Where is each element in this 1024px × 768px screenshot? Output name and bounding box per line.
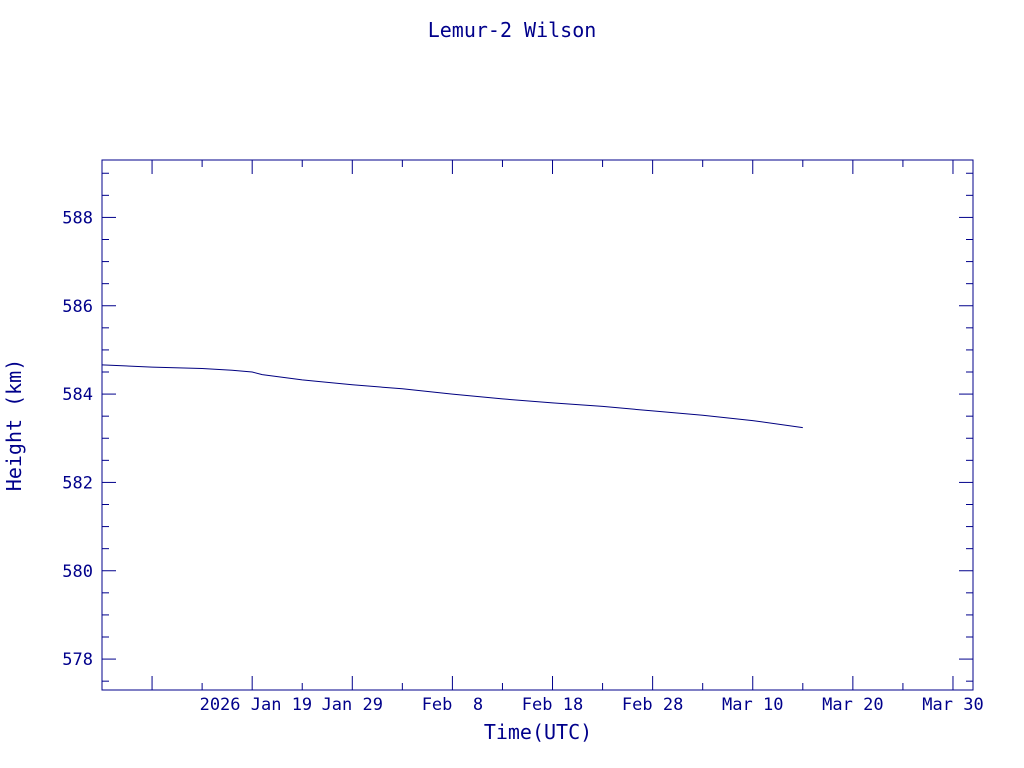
- x-tick-label: Feb 8: [422, 695, 483, 715]
- y-tick-label: 588: [62, 208, 93, 228]
- x-tick-label: Feb 28: [622, 695, 683, 715]
- y-axis-label: Height (km): [2, 359, 26, 491]
- x-tick-label: Mar 20: [822, 695, 883, 715]
- axis-ticks: [101, 160, 973, 690]
- y-tick-label: 584: [62, 385, 93, 405]
- y-tick-labels: 578 580 582 584 586 588: [62, 208, 93, 670]
- chart-title: Lemur-2 Wilson: [428, 18, 597, 42]
- x-tick-labels: 2026 Jan 19 Jan 29 Feb 8 Feb 18 Feb 28 Mar 10…: [200, 695, 984, 715]
- y-tick-label: 580: [62, 562, 93, 582]
- y-tick-label: 586: [62, 297, 93, 317]
- x-tick-label: Feb 18: [522, 695, 583, 715]
- x-tick-label: Mar 10: [722, 695, 783, 715]
- plot-frame: [101, 159, 974, 691]
- x-tick-label: Jan 29: [322, 695, 383, 715]
- series-line: [101, 364, 803, 429]
- x-tick-label: 2026 Jan 19: [200, 695, 313, 715]
- x-tick-label: Mar 30: [922, 695, 983, 715]
- x-axis-label: Time(UTC): [484, 720, 592, 744]
- y-tick-label: 582: [62, 473, 93, 493]
- y-tick-label: 578: [62, 650, 93, 670]
